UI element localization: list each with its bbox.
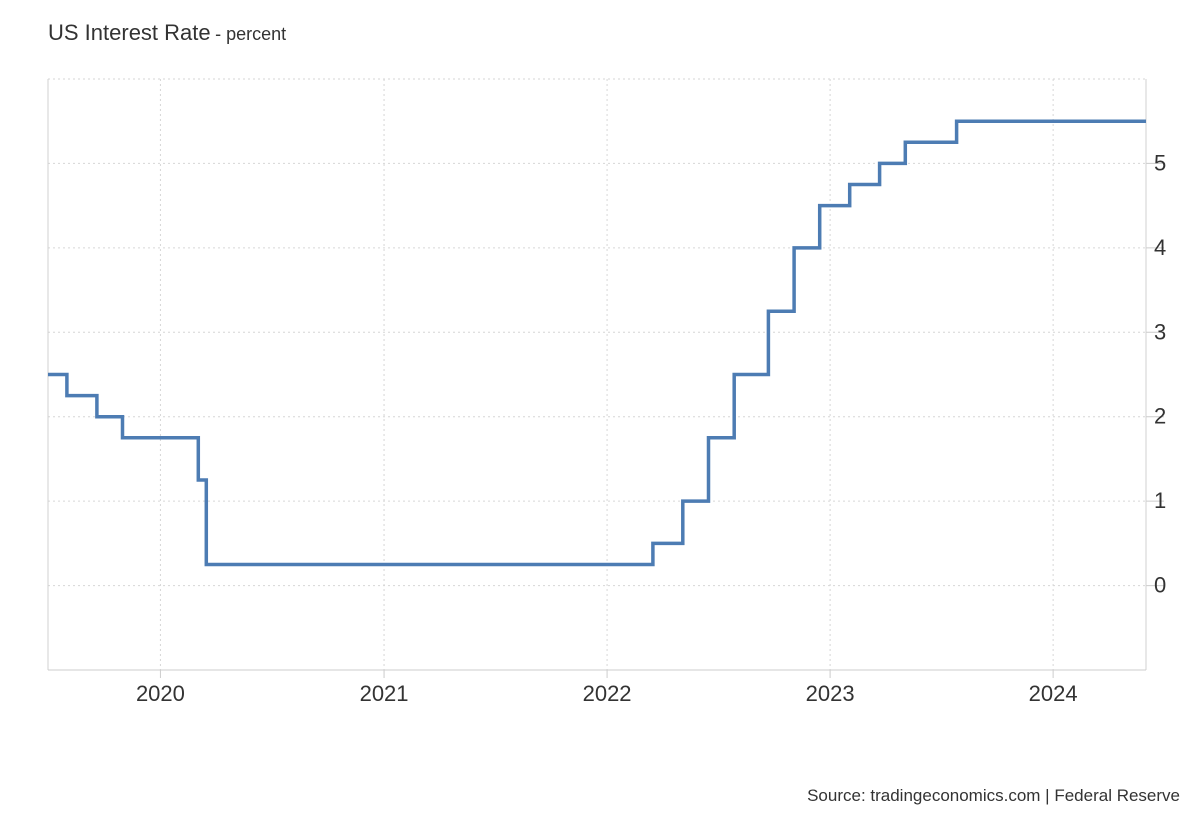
x-tick-label-0: 2020 bbox=[136, 681, 185, 706]
series-layer bbox=[48, 119, 1146, 567]
grid-layer bbox=[48, 78, 1146, 670]
chart-title-row: US Interest Rate - percent bbox=[48, 20, 286, 46]
chart-subtitle: - percent bbox=[215, 24, 287, 44]
axis-layer bbox=[47, 79, 1164, 678]
interest-rate-chart: 0 1 2 3 4 5 2020 2021 2022 2023 2024 bbox=[47, 78, 1166, 706]
x-tick-label-3: 2023 bbox=[806, 681, 855, 706]
y-tick-label-2: 2 bbox=[1154, 404, 1166, 429]
y-tick-label-1: 1 bbox=[1154, 488, 1166, 513]
y-tick-label-3: 3 bbox=[1154, 319, 1166, 344]
y-tick-label-4: 4 bbox=[1154, 235, 1166, 260]
chart-source: Source: tradingeconomics.com | Federal R… bbox=[807, 786, 1180, 805]
chart-title: US Interest Rate bbox=[48, 20, 211, 45]
x-tick-label-1: 2021 bbox=[360, 681, 409, 706]
y-tick-label-5: 5 bbox=[1154, 150, 1166, 175]
y-tick-label-0: 0 bbox=[1154, 573, 1166, 598]
rate-line-series-0 bbox=[48, 119, 1146, 567]
x-tick-label-4: 2024 bbox=[1029, 681, 1078, 706]
x-tick-label-2: 2022 bbox=[583, 681, 632, 706]
label-layer: 0 1 2 3 4 5 2020 2021 2022 2023 2024 bbox=[136, 150, 1166, 706]
